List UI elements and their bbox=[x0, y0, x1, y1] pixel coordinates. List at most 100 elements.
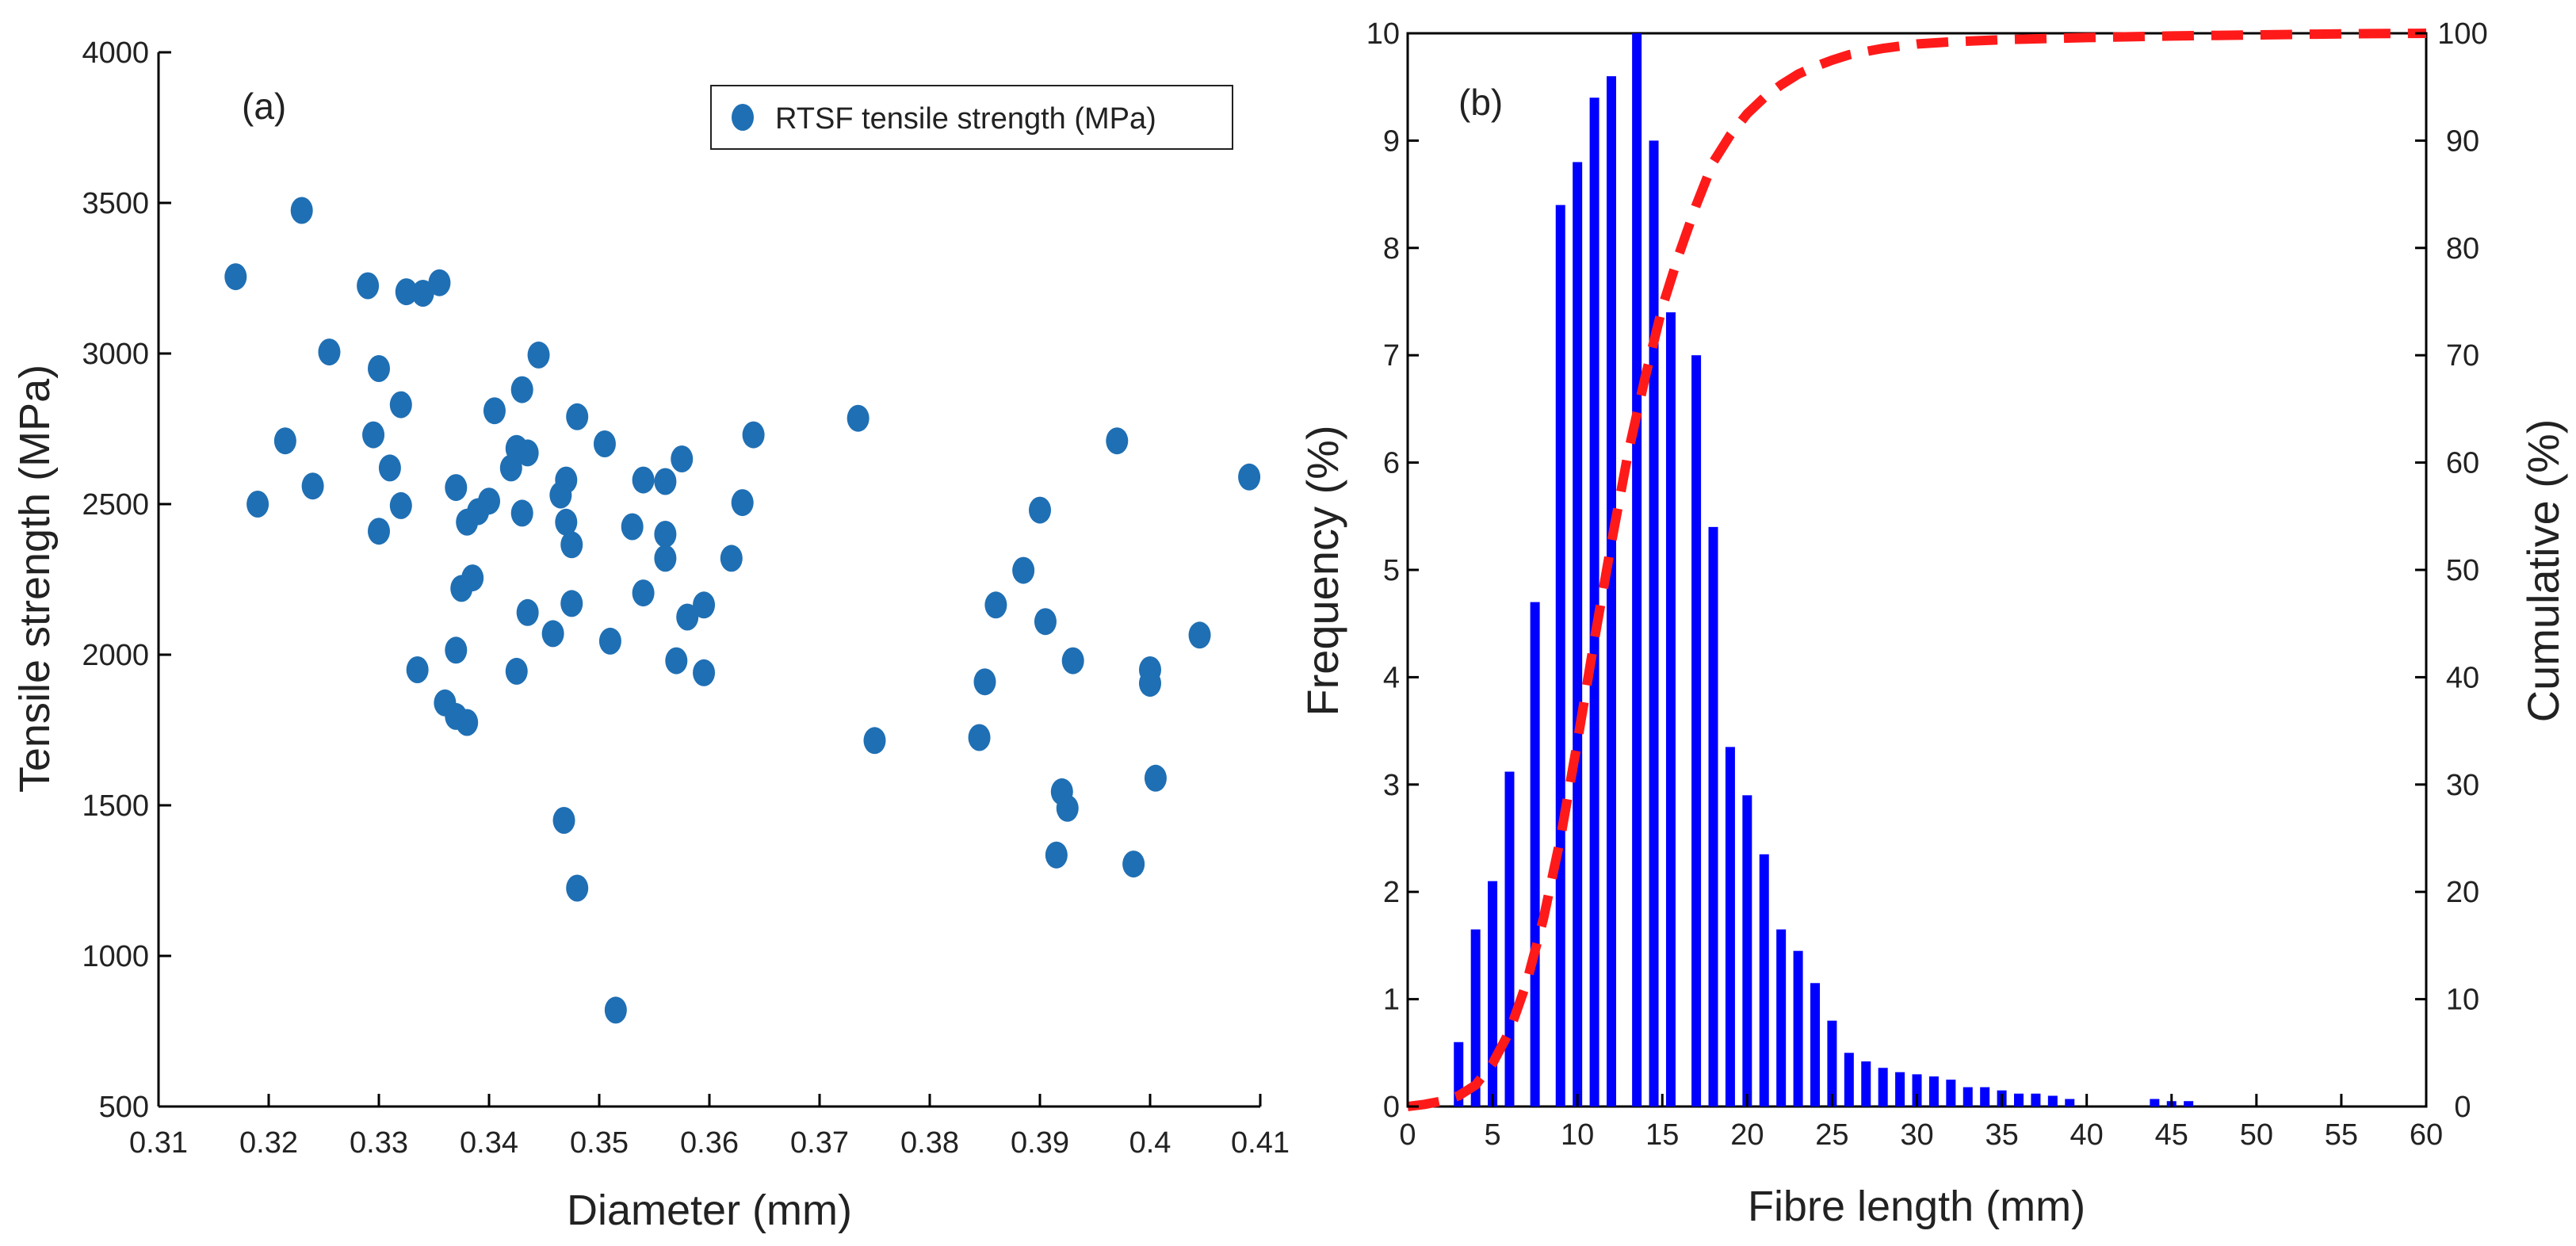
panel-b-label: (b) bbox=[1458, 82, 1503, 123]
panel-b-x-tick-label: 55 bbox=[2325, 1118, 2358, 1152]
panel-a-x-tick-label: 0.33 bbox=[350, 1126, 408, 1160]
panel-a-data-point bbox=[357, 272, 380, 300]
panel-b-frequency-bar bbox=[1632, 33, 1642, 1106]
panel-a-data-point bbox=[478, 487, 500, 515]
panel-b-frequency-bar bbox=[1589, 97, 1599, 1107]
panel-b-x-tick-label: 30 bbox=[1900, 1118, 1933, 1152]
panel-b-x-tick-label: 0 bbox=[1399, 1118, 1416, 1152]
panel-b-frequency-bar bbox=[1878, 1068, 1888, 1106]
panel-a-legend-marker bbox=[732, 104, 754, 131]
panel-a-x-axis-title: Diameter (mm) bbox=[567, 1187, 852, 1234]
panel-b-frequency-bar bbox=[1530, 602, 1540, 1106]
panel-a-x-tick-label: 0.4 bbox=[1129, 1126, 1171, 1160]
panel-a-legend: RTSF tensile strength (MPa) bbox=[710, 85, 1233, 150]
panel-b-frequency-bar bbox=[1470, 929, 1481, 1106]
panel-b-frequency-bar bbox=[1946, 1080, 1956, 1106]
panel-a-data-point bbox=[1238, 463, 1261, 491]
panel-a-data-point bbox=[693, 591, 716, 619]
panel-b-frequency-bar bbox=[1861, 1061, 1871, 1106]
panel-a-x-tick-label: 0.39 bbox=[1011, 1126, 1069, 1160]
panel-b-frequency-bar bbox=[1488, 881, 1498, 1106]
panel-b-y-axis-title: Frequency (%) bbox=[1298, 425, 1347, 716]
panel-a-x-tick-label: 0.36 bbox=[680, 1126, 739, 1160]
panel-b-y-tick-label: 1 bbox=[1383, 984, 1400, 1017]
panel-a-data-point bbox=[654, 521, 677, 548]
panel-a-data-point bbox=[510, 499, 533, 527]
panel-b-y2-tick-label: 100 bbox=[2437, 17, 2487, 51]
panel-b-y-tick-label: 2 bbox=[1383, 876, 1400, 909]
panel-b-cumulative-line bbox=[1407, 29, 2427, 1111]
panel-a-data-point bbox=[516, 598, 539, 626]
panel-a-data-point bbox=[968, 724, 991, 751]
panel-b-frequency-bar bbox=[1649, 140, 1659, 1106]
panel-b-x-tick-label: 60 bbox=[2410, 1118, 2443, 1152]
panel-a-data-point bbox=[1061, 647, 1084, 675]
panel-b-y2-axis-title: Cumulative (%) bbox=[2518, 419, 2568, 723]
panel-a-data-point bbox=[665, 647, 688, 675]
panel-a-data-point bbox=[1122, 850, 1145, 878]
panel-b-y2-tick-label: 40 bbox=[2446, 661, 2479, 694]
panel-a-x-tick-label: 0.37 bbox=[790, 1126, 849, 1160]
panel-b-frequency-bar bbox=[1759, 854, 1769, 1106]
panel-a-data-point bbox=[406, 656, 429, 683]
panel-a-data-point bbox=[560, 590, 583, 617]
panel-b-frequency-bar bbox=[1810, 983, 1820, 1106]
panel-a-data-point bbox=[742, 421, 765, 449]
panel-a-data-point bbox=[224, 263, 247, 291]
panel-a-data-point bbox=[566, 874, 589, 902]
panel-b-ticks: 0 5 10 15 20 25 30 35 40 45 50 55 600123456789100102… bbox=[1366, 17, 2488, 1152]
panel-b-y2-tick-label: 0 bbox=[2454, 1091, 2471, 1124]
panel-a-data-point bbox=[362, 421, 385, 449]
panel-b-x-axis-title: Fibre length (mm) bbox=[1748, 1183, 2085, 1230]
panel-a-data-point bbox=[720, 545, 743, 572]
panel-b-x-tick-label: 50 bbox=[2240, 1118, 2273, 1152]
panel-a-y-tick-label: 1500 bbox=[82, 789, 149, 823]
panel-a-data-point bbox=[505, 657, 528, 685]
panel-b-y-tick-label: 6 bbox=[1383, 447, 1400, 480]
panel-b-frequency-bar bbox=[1793, 950, 1803, 1106]
panel-a-data-point bbox=[389, 391, 412, 419]
panel-b-frequency-bar bbox=[1844, 1053, 1854, 1106]
panel-b: 0 5 10 15 20 25 30 35 40 45 50 55 600123456789100102… bbox=[1298, 17, 2568, 1230]
panel-a-data-point bbox=[1045, 841, 1068, 869]
panel-a-data-point bbox=[693, 659, 716, 686]
panel-a-ticks: 0.31 0.32 0.33 0.34 0.35 0.36 0.37 0.38 0.39 0.4 0… bbox=[82, 36, 1290, 1160]
panel-b-y-tick-label: 0 bbox=[1383, 1091, 1400, 1124]
panel-a-data-point bbox=[1188, 621, 1211, 649]
panel-a-data-point bbox=[676, 603, 699, 631]
panel-a-data-point bbox=[593, 430, 616, 457]
panel-a-data-point bbox=[621, 513, 644, 541]
panel-b-frequency-bar bbox=[1963, 1087, 1973, 1106]
panel-a-data-point bbox=[1056, 794, 1079, 822]
panel-b-frequency-bar bbox=[1776, 929, 1787, 1106]
panel-b-frequency-bar bbox=[2065, 1099, 2075, 1106]
panel-a-data-point bbox=[654, 545, 677, 572]
panel-a-data-point bbox=[541, 620, 564, 648]
panel-a-data-point bbox=[456, 709, 479, 736]
panel-a-y-tick-label: 3000 bbox=[82, 338, 149, 371]
panel-a-data-point bbox=[552, 807, 575, 834]
panel-b-frequency-bar bbox=[1665, 312, 1676, 1106]
panel-a-label: (a) bbox=[242, 86, 286, 127]
panel-b-frequency-bar bbox=[2150, 1099, 2160, 1106]
panel-a-data-point bbox=[318, 338, 341, 366]
panel-b-bars bbox=[1454, 33, 2194, 1107]
panel-b-y-tick-label: 3 bbox=[1383, 769, 1400, 802]
panel-a-data-point bbox=[301, 472, 324, 500]
panel-b-frequency-bar bbox=[1725, 747, 1735, 1106]
panel-b-x-tick-label: 20 bbox=[1730, 1118, 1764, 1152]
panel-b-y2-tick-label: 10 bbox=[2446, 984, 2479, 1017]
panel-a-data-point bbox=[411, 280, 434, 307]
panel-a-plot-area bbox=[157, 52, 1260, 1108]
panel-a-data-point bbox=[461, 564, 484, 592]
panel-a-data-point bbox=[445, 474, 468, 502]
panel-a-y-tick-label: 1000 bbox=[82, 940, 149, 973]
panel-a-x-tick-label: 0.34 bbox=[460, 1126, 518, 1160]
panel-a-y-tick-label: 3500 bbox=[82, 187, 149, 220]
panel-a-data-point bbox=[368, 518, 390, 545]
panel-b-y2-tick-label: 30 bbox=[2446, 769, 2479, 802]
panel-a-data-point bbox=[847, 404, 869, 432]
panel-b-frequency-bar bbox=[1555, 204, 1565, 1106]
panel-a-data-point bbox=[290, 197, 313, 224]
